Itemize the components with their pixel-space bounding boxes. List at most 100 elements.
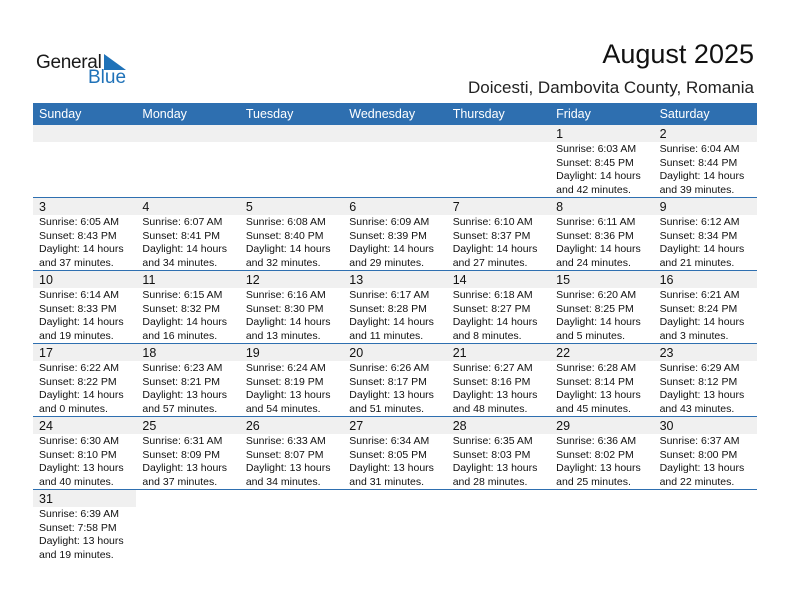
daylight2-text: and 19 minutes.	[39, 548, 114, 561]
week-row: 17 Sunrise: 6:22 AM Sunset: 8:22 PM Dayligh…	[33, 343, 757, 416]
daylight2-text: and 11 minutes.	[349, 329, 424, 342]
day-number: 16	[653, 271, 757, 288]
day-number: 4	[136, 198, 240, 215]
blank-cell	[447, 490, 550, 562]
daylight2-text: and 45 minutes.	[556, 402, 631, 415]
sunrise-text: Sunrise: 6:29 AM	[659, 362, 740, 374]
daylight2-text: and 25 minutes.	[556, 475, 631, 488]
daylight2-text: and 28 minutes.	[452, 475, 528, 488]
sunrise-text: Sunrise: 6:03 AM	[556, 143, 637, 155]
day-number: 29	[550, 417, 654, 434]
daylight2-text: and 48 minutes.	[452, 402, 528, 415]
daylight1-text: Daylight: 14 hours	[659, 316, 745, 328]
weekday-sunday: Sunday	[39, 107, 82, 121]
daylight1-text: Daylight: 14 hours	[452, 316, 538, 328]
sunset-text: Sunset: 8:02 PM	[556, 448, 634, 461]
daylight1-text: Daylight: 14 hours	[39, 243, 124, 255]
daylight1-text: Daylight: 13 hours	[142, 389, 228, 401]
daylight2-text: and 8 minutes.	[452, 329, 522, 342]
sunrise-text: Sunrise: 6:08 AM	[245, 216, 326, 228]
week-row: 10 Sunrise: 6:14 AM Sunset: 8:33 PM Dayligh…	[33, 270, 757, 343]
sunrise-text: Sunrise: 6:10 AM	[452, 216, 533, 228]
daylight2-text: and 24 minutes.	[556, 256, 631, 269]
day-number: 19	[239, 344, 344, 361]
daylight2-text: and 27 minutes.	[452, 256, 528, 269]
calendar: Sunday Monday Tuesday Wednesday Thursday Frid…	[33, 103, 757, 562]
day-number: 13	[343, 271, 447, 288]
day-cell: 18 Sunrise: 6:23 AM Sunset: 8:21 PM Dayligh…	[136, 344, 240, 416]
day-number: 24	[33, 417, 137, 434]
daylight1-text: Daylight: 13 hours	[245, 462, 331, 474]
sunrise-text: Sunrise: 6:21 AM	[659, 289, 740, 301]
day-number: 10	[33, 271, 137, 288]
sunset-text: Sunset: 8:21 PM	[142, 375, 221, 388]
day-number: 23	[653, 344, 757, 361]
day-number: 12	[239, 271, 344, 288]
sunrise-text: Sunrise: 6:14 AM	[39, 289, 119, 301]
day-cell: 5 Sunrise: 6:08 AM Sunset: 8:40 PM Daylight…	[239, 198, 344, 270]
day-cell: 11 Sunrise: 6:15 AM Sunset: 8:32 PM Dayligh…	[136, 271, 240, 343]
empty-day-cell	[446, 125, 551, 197]
daylight1-text: Daylight: 13 hours	[39, 462, 124, 474]
sunset-text: Sunset: 8:03 PM	[452, 448, 531, 461]
week-row: 24 Sunrise: 6:30 AM Sunset: 8:10 PM Dayligh…	[33, 416, 757, 489]
daylight1-text: Daylight: 14 hours	[39, 316, 124, 328]
day-cell: 9 Sunrise: 6:12 AM Sunset: 8:34 PM Daylight…	[653, 198, 757, 270]
day-cell: 21 Sunrise: 6:27 AM Sunset: 8:16 PM Dayligh…	[446, 344, 551, 416]
sunrise-text: Sunrise: 6:27 AM	[452, 362, 533, 374]
daylight1-text: Daylight: 14 hours	[245, 316, 331, 328]
sunrise-text: Sunrise: 6:04 AM	[659, 143, 740, 155]
day-number: 20	[343, 344, 447, 361]
sunrise-text: Sunrise: 6:22 AM	[39, 362, 119, 374]
sunrise-text: Sunrise: 6:35 AM	[452, 435, 533, 447]
sunrise-text: Sunrise: 6:09 AM	[349, 216, 430, 228]
day-cell: 30 Sunrise: 6:37 AM Sunset: 8:00 PM Dayligh…	[653, 417, 757, 489]
empty-day-cell	[239, 125, 344, 197]
page-title: August 2025	[602, 39, 754, 69]
sunset-text: Sunset: 8:27 PM	[452, 302, 531, 315]
day-cell: 27 Sunrise: 6:34 AM Sunset: 8:05 PM Dayligh…	[343, 417, 447, 489]
sunrise-text: Sunrise: 6:28 AM	[556, 362, 637, 374]
daylight1-text: Daylight: 13 hours	[245, 389, 331, 401]
day-number: 6	[343, 198, 447, 215]
daylight2-text: and 3 minutes.	[659, 329, 729, 342]
sunset-text: Sunset: 8:19 PM	[245, 375, 324, 388]
daylight1-text: Daylight: 14 hours	[452, 243, 538, 255]
daylight1-text: Daylight: 14 hours	[142, 316, 228, 328]
sunrise-text: Sunrise: 6:24 AM	[245, 362, 326, 374]
daylight1-text: Daylight: 13 hours	[556, 462, 641, 474]
sunset-text: Sunset: 8:33 PM	[39, 302, 117, 315]
daylight1-text: Daylight: 13 hours	[349, 389, 434, 401]
logo-text-general: General	[36, 52, 102, 73]
daylight2-text: and 34 minutes.	[142, 256, 218, 269]
daylight1-text: Daylight: 13 hours	[659, 389, 745, 401]
daylight1-text: Daylight: 13 hours	[452, 462, 538, 474]
sunset-text: Sunset: 8:44 PM	[659, 156, 738, 169]
daylight1-text: Daylight: 13 hours	[556, 389, 641, 401]
sunset-text: Sunset: 8:14 PM	[556, 375, 634, 388]
sunrise-text: Sunrise: 6:16 AM	[245, 289, 326, 301]
logo-triangle-icon	[104, 54, 126, 70]
day-number: 8	[550, 198, 654, 215]
sunset-text: Sunset: 8:17 PM	[349, 375, 427, 388]
day-cell: 20 Sunrise: 6:26 AM Sunset: 8:17 PM Dayligh…	[343, 344, 447, 416]
daylight1-text: Daylight: 14 hours	[142, 243, 228, 255]
sunset-text: Sunset: 8:16 PM	[452, 375, 531, 388]
daylight2-text: and 37 minutes.	[39, 256, 114, 269]
day-cell: 6 Sunrise: 6:09 AM Sunset: 8:39 PM Daylight…	[343, 198, 447, 270]
day-bar	[343, 125, 447, 142]
daylight1-text: Daylight: 14 hours	[349, 243, 434, 255]
sunset-text: Sunset: 8:00 PM	[659, 448, 738, 461]
daylight2-text: and 57 minutes.	[142, 402, 218, 415]
sunset-text: Sunset: 8:09 PM	[142, 448, 221, 461]
blank-cell	[136, 490, 239, 562]
day-number: 31	[33, 490, 137, 507]
weekday-tuesday: Tuesday	[245, 107, 294, 121]
day-number: 25	[136, 417, 240, 434]
day-cell: 25 Sunrise: 6:31 AM Sunset: 8:09 PM Dayligh…	[136, 417, 240, 489]
logo: General Blue	[36, 52, 136, 92]
day-number: 30	[653, 417, 757, 434]
day-cell: 3 Sunrise: 6:05 AM Sunset: 8:43 PM Daylight…	[33, 198, 137, 270]
day-cell: 22 Sunrise: 6:28 AM Sunset: 8:14 PM Dayligh…	[550, 344, 654, 416]
sunset-text: Sunset: 8:37 PM	[452, 229, 531, 242]
